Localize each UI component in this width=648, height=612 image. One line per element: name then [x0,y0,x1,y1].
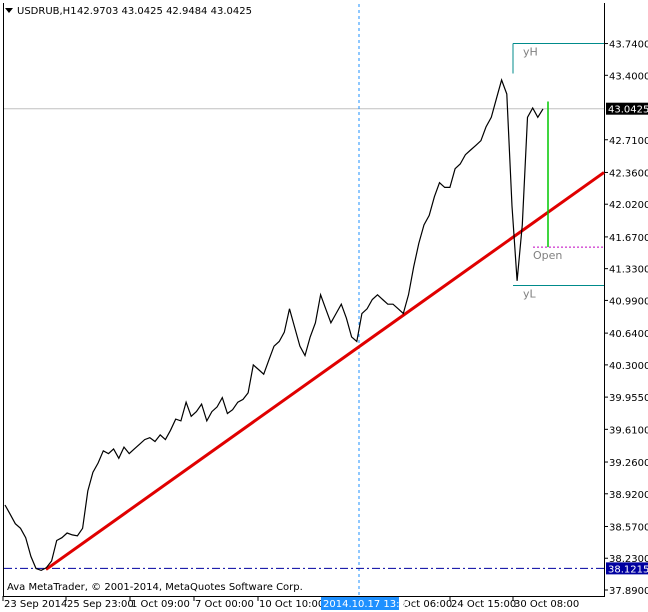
price-tick-label: 38.9200 [609,490,648,501]
current-price-value: 43.0425 [608,105,648,116]
price-tick-label: 40.9900 [609,296,648,307]
crosshair-time-value: 2014.10.17 13:30 [323,599,412,610]
low-label: yL [523,287,537,300]
price-tick-label: 39.2600 [609,458,648,469]
level-price-badge [606,562,648,575]
price-tick-label: 40.3000 [609,361,648,372]
price-tick-label: 43.4000 [609,71,648,82]
crosshair-time-badge [321,597,399,610]
open-label: Open [533,249,562,262]
current-price-badge [606,102,648,115]
price-tick-label: 40.6400 [609,329,648,340]
price-tick-label: 37.8900 [609,586,648,597]
time-tick-label: 10 Oct 10:00 [259,599,324,610]
price-tick-label: 42.3600 [609,168,648,179]
triangle-down-icon[interactable] [5,8,13,13]
time-axis: 23 Sep 2014 25 Sep 23:001 Oct 09:00 7 Oct … [2,596,579,610]
price-tick-label: 41.6700 [609,233,648,244]
time-tick-label: 25 Sep 23:00 [67,599,134,610]
price-tick-label: 43.7400 [609,40,648,51]
price-axis: 43.7400 43.4000 42.7100 42.3600 42.0200 41.67… [604,40,648,597]
symbol-label: USDRUB,H1 [17,6,77,17]
time-tick-label: 1 Oct 09:00 [131,599,190,610]
price-series-line [4,78,544,572]
copyright-text: Ava MetaTrader, © 2001-2014, MetaQuotes … [7,582,303,593]
high-label: yH [523,46,538,59]
price-tick-label: 42.7100 [609,136,648,147]
time-tick-label: 20 Oct 06:00 [387,599,452,610]
time-tick-label: 30 Oct 08:00 [514,599,579,610]
price-tick-label: 41.3300 [609,265,648,276]
time-tick-label: 7 Oct 00:00 [195,599,254,610]
ohlc-values: 42.9703 43.0425 42.9484 43.0425 [77,6,252,17]
time-tick-label: 23 Sep 2014 [4,599,67,610]
trend-line[interactable] [45,171,605,571]
price-tick-label: 39.6100 [609,425,648,436]
price-tick-label: 39.9550 [609,393,648,404]
time-tick-label: 24 Oct 15:00 [451,599,516,610]
price-tick-label: 38.2300 [609,554,648,565]
level-price-value: 38.1215 [608,564,648,575]
price-tick-label: 38.5700 [609,522,648,533]
price-tick-label: 42.0200 [609,200,648,211]
